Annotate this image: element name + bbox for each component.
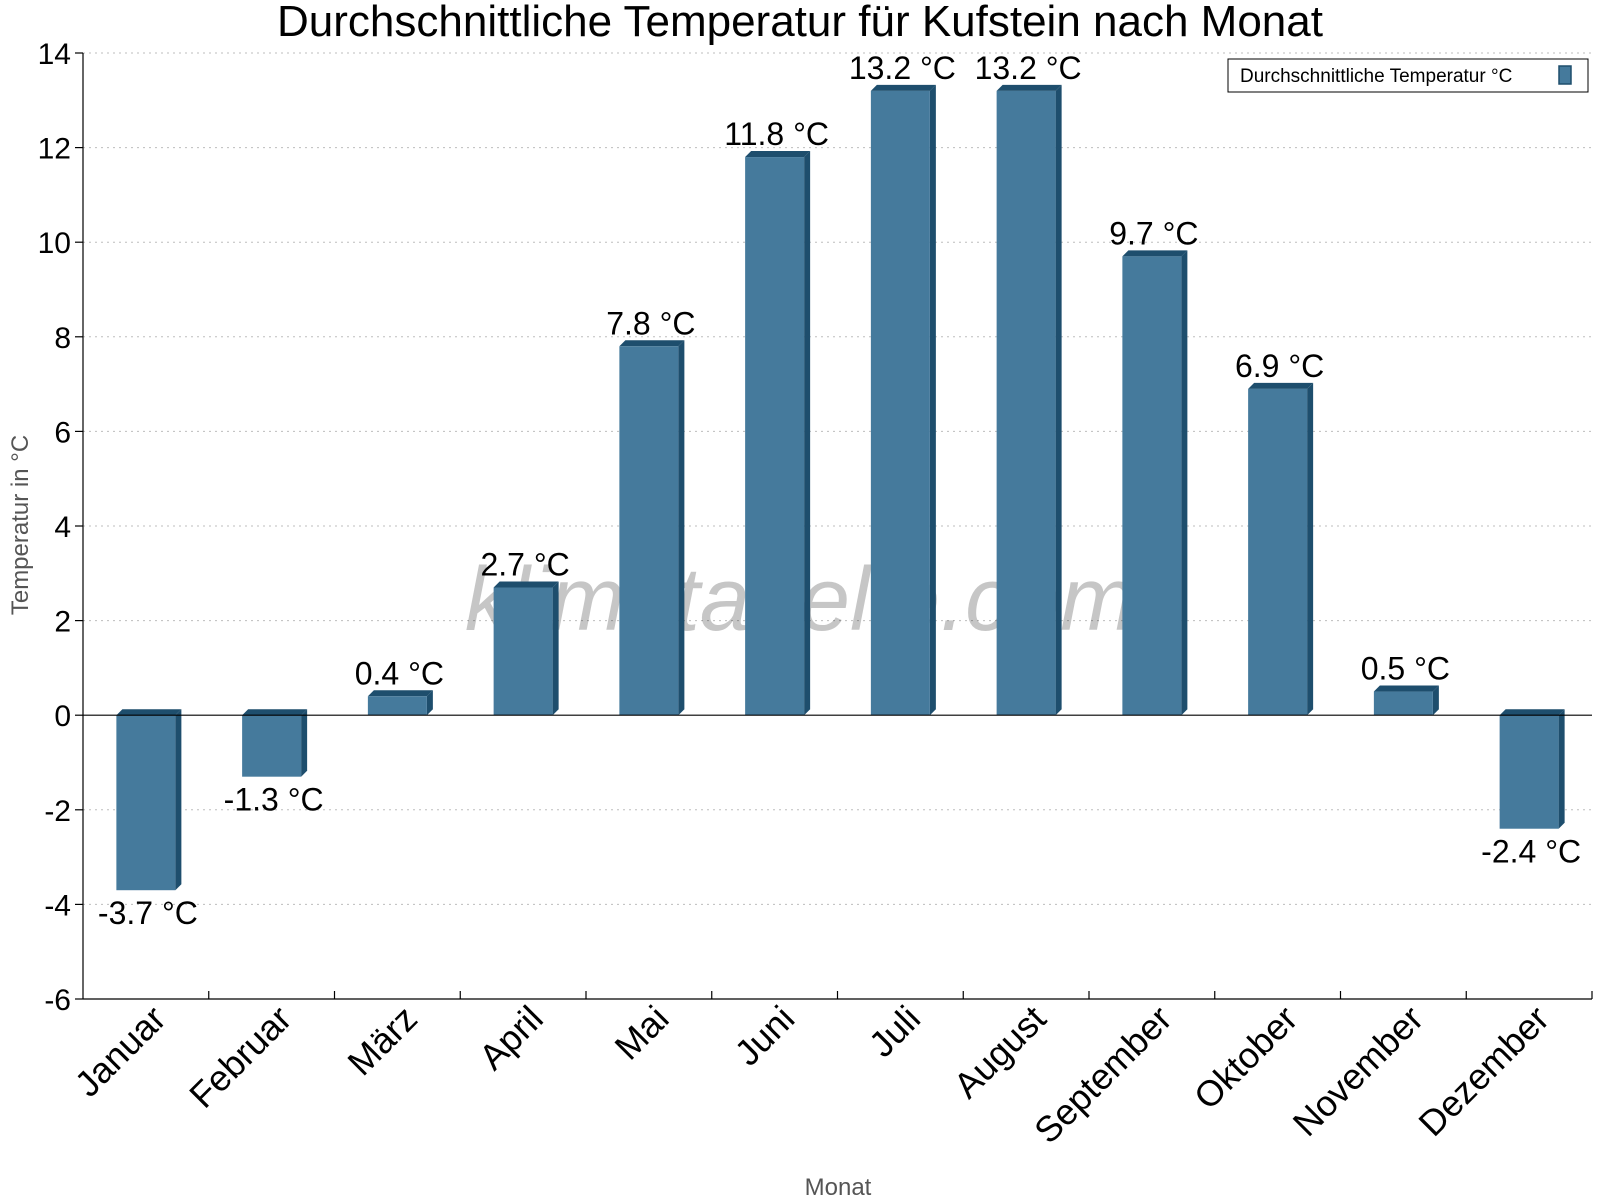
bar-top bbox=[242, 709, 308, 716]
bar-face bbox=[1373, 691, 1433, 716]
x-tick-label: November bbox=[1285, 998, 1431, 1144]
data-label: 6.9 °C bbox=[1235, 348, 1324, 384]
bar-face bbox=[367, 696, 427, 716]
data-label: 11.8 °C bbox=[724, 116, 829, 152]
y-tick-label: -6 bbox=[44, 984, 71, 1017]
x-tick-label: Juni bbox=[727, 998, 803, 1074]
x-tick-label: Dezember bbox=[1410, 998, 1556, 1144]
legend-box bbox=[1227, 58, 1589, 93]
bar-top bbox=[1248, 382, 1314, 389]
bar-side bbox=[175, 709, 182, 891]
y-tick-label: 12 bbox=[38, 133, 71, 166]
bar-side bbox=[301, 709, 308, 777]
x-tick-label: März bbox=[339, 998, 425, 1084]
y-tick-label: -4 bbox=[44, 889, 71, 922]
bar bbox=[1248, 382, 1314, 716]
data-label: 2.7 °C bbox=[480, 546, 569, 582]
bar-side bbox=[929, 84, 936, 716]
bar bbox=[493, 581, 559, 716]
bar-top bbox=[116, 709, 182, 716]
x-tick-label: September bbox=[1026, 998, 1180, 1152]
bar-top bbox=[745, 151, 811, 158]
bar-side bbox=[552, 581, 559, 716]
data-label: -1.3 °C bbox=[224, 782, 324, 818]
y-tick-label: 4 bbox=[54, 511, 71, 544]
y-tick-label: 0 bbox=[54, 700, 71, 733]
bar bbox=[996, 84, 1062, 716]
bar-top bbox=[493, 581, 559, 588]
bar-top bbox=[1122, 250, 1188, 257]
bar bbox=[116, 709, 182, 891]
bar-top bbox=[870, 84, 936, 91]
bar bbox=[1499, 709, 1565, 829]
data-label: -3.7 °C bbox=[98, 895, 198, 931]
bar-side bbox=[1307, 382, 1314, 716]
bar-face bbox=[1248, 388, 1308, 716]
bar-side bbox=[1181, 250, 1188, 716]
x-tick-label: April bbox=[471, 998, 551, 1078]
legend: Durchschnittliche Temperatur °C bbox=[1227, 58, 1589, 93]
data-label: 0.5 °C bbox=[1361, 651, 1450, 687]
bar-top bbox=[367, 690, 433, 697]
bar-top bbox=[1499, 709, 1565, 716]
bar-top bbox=[1373, 685, 1439, 692]
data-labels: -3.7 °C -1.3 °C 0.4 °C 2.7 °C 7.8 °C 11.8 °C 1… bbox=[98, 50, 1581, 931]
data-label: 0.4 °C bbox=[355, 655, 444, 691]
grid-lines bbox=[83, 52, 1592, 1000]
legend-label: Durchschnittliche Temperatur °C bbox=[1240, 66, 1512, 87]
x-tick-label: Mai bbox=[607, 998, 677, 1068]
data-label: 9.7 °C bbox=[1109, 215, 1198, 251]
bar-side bbox=[1432, 685, 1439, 716]
bar bbox=[619, 340, 685, 716]
bar bbox=[1122, 250, 1188, 716]
x-tick-label: Januar bbox=[67, 998, 174, 1105]
bar-side bbox=[1055, 84, 1062, 716]
bar-face bbox=[745, 157, 805, 716]
x-tick-label: Juli bbox=[861, 998, 928, 1065]
chart-title: Durchschnittliche Temperatur für Kufstei… bbox=[277, 0, 1323, 46]
bar-face bbox=[242, 715, 302, 777]
legend-swatch bbox=[1558, 65, 1572, 85]
bar-side bbox=[678, 340, 685, 716]
bar-side bbox=[426, 690, 433, 716]
x-axis-title: Monat bbox=[805, 1174, 872, 1200]
bar-side bbox=[1558, 709, 1565, 829]
x-tick-label: Oktober bbox=[1186, 998, 1306, 1118]
data-label: 13.2 °C bbox=[849, 50, 956, 86]
bar bbox=[242, 709, 308, 777]
data-label: -2.4 °C bbox=[1481, 834, 1581, 870]
bar-face bbox=[996, 90, 1056, 716]
y-tick-label: 8 bbox=[54, 322, 71, 355]
bar bbox=[1373, 685, 1439, 716]
x-tick-label: August bbox=[946, 998, 1054, 1106]
bar-face bbox=[870, 90, 930, 716]
bar-face bbox=[116, 715, 176, 891]
bar-side bbox=[804, 151, 811, 716]
y-tick-label: 14 bbox=[38, 38, 71, 71]
bar-face bbox=[1499, 715, 1559, 829]
bar-top bbox=[619, 340, 685, 347]
y-tick-label: -2 bbox=[44, 795, 71, 828]
bar-face bbox=[493, 587, 553, 716]
bar-face bbox=[1122, 256, 1182, 716]
data-label: 7.8 °C bbox=[606, 305, 695, 341]
bar bbox=[870, 84, 936, 716]
bar bbox=[745, 151, 811, 716]
bar-top bbox=[996, 84, 1062, 91]
y-axis-title: Temperatur in °C bbox=[7, 435, 34, 615]
y-tick-label: 10 bbox=[38, 227, 71, 260]
bar bbox=[367, 690, 433, 716]
data-label: 13.2 °C bbox=[975, 50, 1082, 86]
bars bbox=[116, 84, 1565, 891]
x-tick-label: Februar bbox=[181, 998, 299, 1116]
y-tick-label: 6 bbox=[54, 416, 71, 449]
y-tick-label: 2 bbox=[54, 606, 71, 639]
bar-face bbox=[619, 346, 679, 716]
